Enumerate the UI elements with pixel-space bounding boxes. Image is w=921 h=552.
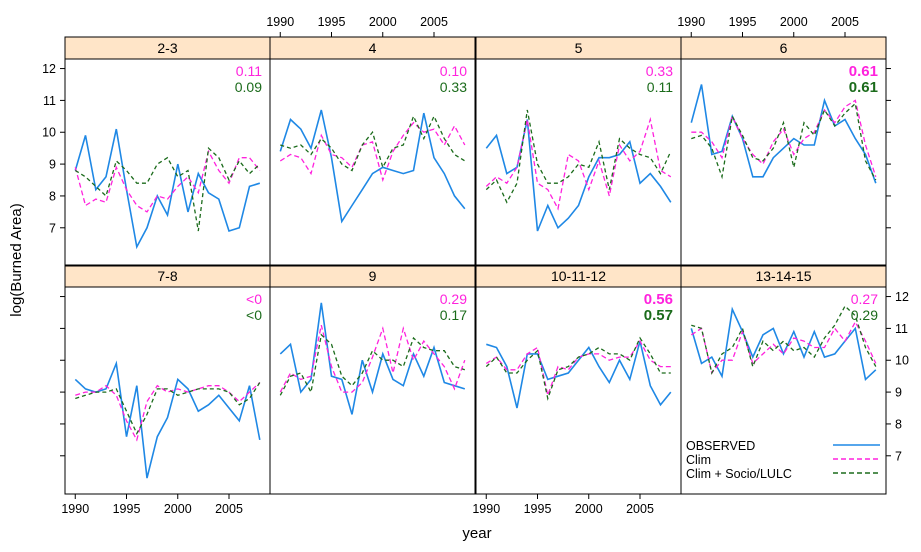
score-clim: <0 bbox=[246, 291, 262, 307]
panel-2-3: 2-3 0.110.09 bbox=[65, 37, 270, 266]
panel-5: 5 0.330.11 bbox=[476, 37, 681, 266]
y-tick-label: 9 bbox=[49, 158, 56, 172]
y-tick-label: 10 bbox=[42, 126, 56, 140]
panel-frame bbox=[65, 287, 270, 494]
score-socio: 0.17 bbox=[440, 307, 467, 323]
panel-6: 6 0.610.61 bbox=[681, 37, 886, 266]
panel-strip-label: 4 bbox=[369, 40, 377, 56]
observed-line bbox=[691, 85, 876, 184]
clim-line bbox=[691, 322, 876, 373]
observed-line bbox=[486, 341, 671, 408]
y-tick-label: 10 bbox=[895, 354, 909, 368]
x-tick-label: 2005 bbox=[420, 15, 448, 29]
panel-strip-label: 5 bbox=[575, 40, 583, 56]
x-tick-label: 2000 bbox=[369, 15, 397, 29]
observed-line bbox=[691, 309, 876, 379]
observed-line bbox=[280, 110, 465, 221]
socio-line bbox=[691, 104, 876, 180]
panel-10-11-12: 10-11-12 0.560.57 bbox=[476, 265, 681, 494]
score-socio: 0.33 bbox=[440, 79, 467, 95]
y-tick-label: 9 bbox=[895, 386, 902, 400]
y-tick-label: 12 bbox=[42, 62, 56, 76]
x-tick-label: 2005 bbox=[215, 502, 243, 516]
score-clim: 0.56 bbox=[644, 291, 673, 308]
panels-layer: 7-8<0<090.290.1710-11-120.560.5713-14-15… bbox=[65, 37, 886, 494]
x-tick-label: 2000 bbox=[575, 502, 603, 516]
x-tick-label: 1995 bbox=[318, 15, 346, 29]
socio-line bbox=[486, 338, 671, 399]
score-socio: 0.29 bbox=[851, 307, 878, 323]
y-tick-label: 8 bbox=[49, 189, 56, 203]
clim-line bbox=[691, 100, 876, 176]
score-socio: 0.09 bbox=[235, 79, 262, 95]
x-tick-label: 1990 bbox=[61, 502, 89, 516]
x-tick-label: 2000 bbox=[164, 502, 192, 516]
score-socio: 0.61 bbox=[849, 79, 878, 96]
socio-line bbox=[280, 335, 465, 396]
observed-line bbox=[486, 120, 671, 232]
y-tick-label: 11 bbox=[43, 94, 56, 108]
panel-strip-label: 9 bbox=[369, 268, 377, 284]
y-tick-label: 7 bbox=[49, 221, 56, 235]
y-tick-label: 8 bbox=[895, 417, 902, 431]
y-tick-label: 7 bbox=[895, 449, 902, 463]
x-tick-label: 1990 bbox=[677, 15, 705, 29]
x-tick-label: 1995 bbox=[524, 502, 552, 516]
socio-line bbox=[75, 148, 259, 231]
x-axis-label: year bbox=[462, 525, 491, 542]
x-tick-label: 1995 bbox=[729, 15, 757, 29]
x-tick-label: 1995 bbox=[113, 502, 141, 516]
y-tick-label: 11 bbox=[895, 322, 908, 336]
score-socio: 0.57 bbox=[644, 307, 673, 324]
legend-label: OBSERVED bbox=[686, 439, 755, 453]
score-clim: 0.33 bbox=[646, 63, 673, 79]
panel-strip-label: 6 bbox=[780, 40, 788, 56]
score-clim: 0.10 bbox=[440, 63, 467, 79]
panel-4: 4 0.100.33 bbox=[270, 37, 475, 266]
score-clim: 0.11 bbox=[236, 63, 262, 79]
clim-line bbox=[486, 341, 671, 395]
score-clim: 0.27 bbox=[851, 291, 878, 307]
panel-strip-label: 2-3 bbox=[157, 40, 177, 56]
x-tick-label: 1990 bbox=[266, 15, 294, 29]
x-tick-label: 2000 bbox=[780, 15, 808, 29]
score-socio: <0 bbox=[246, 307, 262, 323]
panel-7-8: 7-8 <0<0 bbox=[65, 265, 270, 494]
x-tick-label: 2005 bbox=[831, 15, 859, 29]
observed-line bbox=[75, 363, 259, 478]
score-clim: 0.61 bbox=[849, 63, 878, 80]
panel-strip-label: 7-8 bbox=[157, 268, 177, 284]
legend-label: Clim + Socio/LULC bbox=[686, 467, 792, 481]
legend-label: Clim bbox=[686, 453, 711, 467]
panel-9: 9 0.290.17 bbox=[270, 265, 475, 494]
y-axis-label: log(Burned Area) bbox=[8, 203, 25, 316]
y-tick-label: 12 bbox=[895, 290, 909, 304]
panel-strip-label: 13-14-15 bbox=[755, 268, 811, 284]
socio-line bbox=[486, 110, 671, 202]
score-socio: 0.11 bbox=[647, 79, 673, 95]
x-tick-label: 2005 bbox=[626, 502, 654, 516]
socio-line bbox=[691, 306, 876, 373]
score-clim: 0.29 bbox=[440, 291, 467, 307]
observed-line bbox=[75, 129, 259, 247]
panel-strip-label: 10-11-12 bbox=[551, 268, 606, 284]
x-tick-label: 1990 bbox=[472, 502, 500, 516]
clim-line bbox=[486, 120, 671, 209]
panel-13-14-15: 13-14-15 0.270.29 bbox=[681, 265, 886, 494]
